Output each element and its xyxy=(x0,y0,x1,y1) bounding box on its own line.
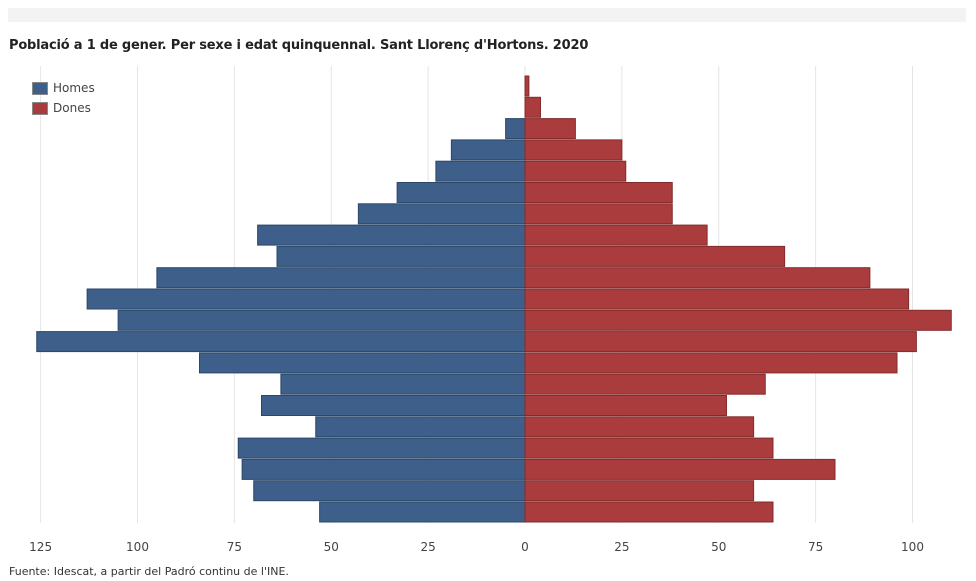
chart-title: Població a 1 de gener. Per sexe i edat q… xyxy=(9,38,589,53)
bar-homes[interactable] xyxy=(117,309,526,331)
bar-dones[interactable] xyxy=(524,437,774,459)
bar-homes[interactable] xyxy=(357,203,526,225)
bar-homes[interactable] xyxy=(505,118,526,140)
x-tick-label: 100 xyxy=(901,540,924,554)
bar-dones[interactable] xyxy=(524,96,541,118)
bar-homes[interactable] xyxy=(396,182,526,203)
bar-homes[interactable] xyxy=(253,480,526,502)
bar-homes[interactable] xyxy=(315,416,526,438)
bar-dones[interactable] xyxy=(524,501,774,523)
bar-homes[interactable] xyxy=(435,160,526,182)
bar-dones[interactable] xyxy=(524,331,917,353)
bar-homes[interactable] xyxy=(199,352,526,374)
bar-homes[interactable] xyxy=(280,373,526,395)
bar-homes[interactable] xyxy=(276,245,526,267)
x-tick-label: 75 xyxy=(227,540,242,554)
legend-label-dones: Dones xyxy=(53,101,91,115)
x-tick-label: 50 xyxy=(324,540,339,554)
bar-homes[interactable] xyxy=(36,331,526,353)
x-tick-label: 125 xyxy=(29,540,52,554)
series-homes xyxy=(36,118,526,523)
bar-homes[interactable] xyxy=(156,267,526,289)
bar-homes[interactable] xyxy=(319,501,526,523)
top-bar xyxy=(8,8,966,22)
x-tick-label: 75 xyxy=(808,540,823,554)
bar-dones[interactable] xyxy=(524,288,910,310)
bar-dones[interactable] xyxy=(524,267,871,289)
bar-homes[interactable] xyxy=(450,139,526,161)
bar-dones[interactable] xyxy=(524,224,708,246)
bar-homes[interactable] xyxy=(86,288,526,310)
bar-dones[interactable] xyxy=(524,352,898,374)
x-tick-label: 25 xyxy=(420,540,435,554)
bar-dones[interactable] xyxy=(524,160,627,182)
x-axis-ticks: 125 100 75 50 25 0 25 50 75 100 xyxy=(29,540,924,554)
bar-dones[interactable] xyxy=(524,309,952,331)
bar-dones[interactable] xyxy=(524,75,530,97)
bar-homes[interactable] xyxy=(261,395,526,416)
x-tick-label: 0 xyxy=(521,540,529,554)
bar-dones[interactable] xyxy=(524,416,755,438)
legend-item-dones[interactable]: Dones xyxy=(32,98,95,118)
legend-swatch-dones xyxy=(32,101,48,115)
source-note: Fuente: Idescat, a partir del Padró cont… xyxy=(9,565,289,578)
bar-dones[interactable] xyxy=(524,245,786,267)
bar-dones[interactable] xyxy=(524,395,727,416)
bar-dones[interactable] xyxy=(524,373,766,395)
legend: Homes Dones xyxy=(32,78,95,118)
bar-homes[interactable] xyxy=(237,437,526,459)
bar-dones[interactable] xyxy=(524,458,836,480)
legend-item-homes[interactable]: Homes xyxy=(32,78,95,98)
x-tick-label: 50 xyxy=(711,540,726,554)
series-dones xyxy=(524,75,952,523)
bar-dones[interactable] xyxy=(524,182,673,203)
bar-dones[interactable] xyxy=(524,480,755,502)
bar-homes[interactable] xyxy=(257,224,526,246)
bar-dones[interactable] xyxy=(524,139,623,161)
bar-dones[interactable] xyxy=(524,203,673,225)
bar-homes[interactable] xyxy=(241,458,526,480)
x-tick-label: 100 xyxy=(126,540,149,554)
x-tick-label: 25 xyxy=(614,540,629,554)
legend-swatch-homes xyxy=(32,81,48,95)
bar-dones[interactable] xyxy=(524,118,576,140)
legend-label-homes: Homes xyxy=(53,81,95,95)
